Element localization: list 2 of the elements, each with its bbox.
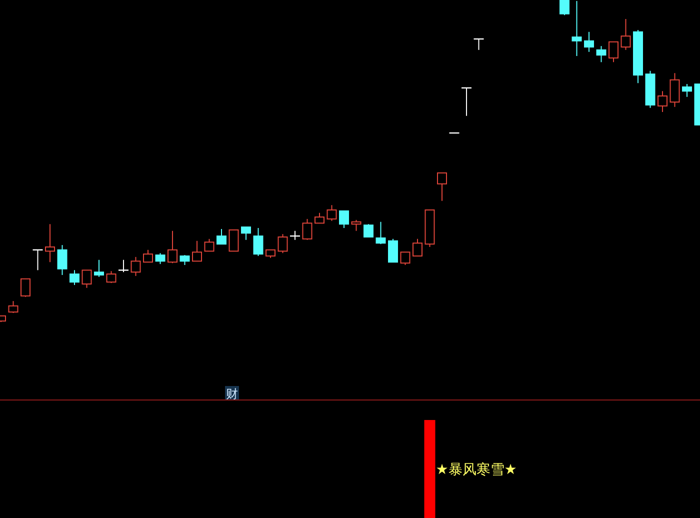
annotation: ★暴风寒雪★ (436, 462, 517, 478)
annotation: 财 (225, 386, 239, 401)
